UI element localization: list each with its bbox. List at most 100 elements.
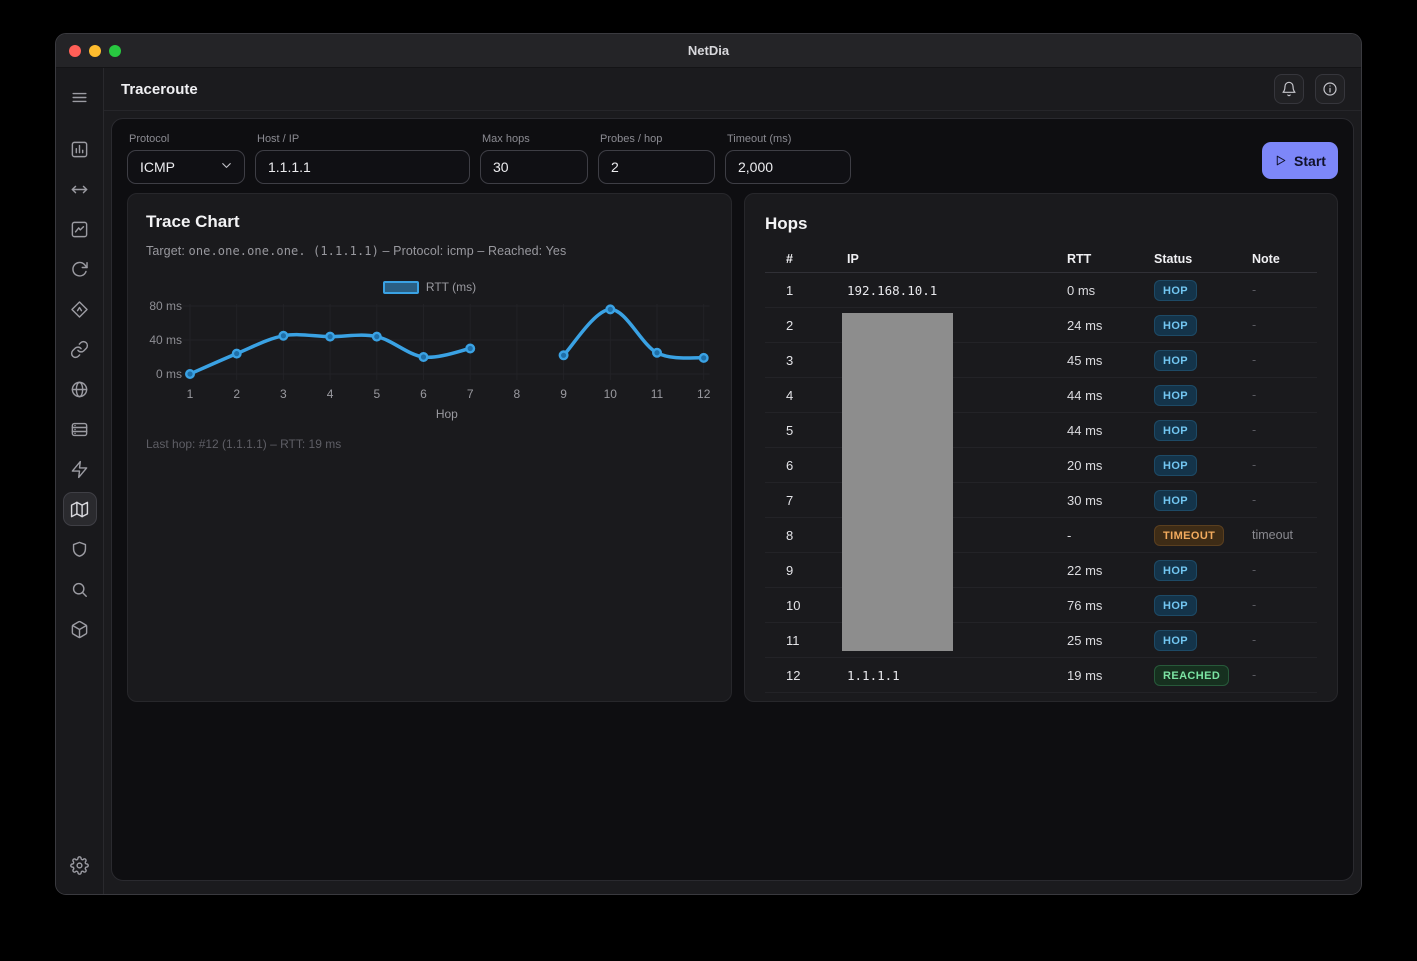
table-row: 8 - TIMEOUT timeout [765,518,1317,553]
app-window: NetDia Traceroute [55,33,1362,895]
hop-rtt: 25 ms [1067,632,1103,648]
svg-text:12: 12 [697,387,711,401]
hop-number: 5 [786,422,794,438]
table-row: 10 76 ms HOP - [765,588,1317,623]
hop-rtt: 24 ms [1067,317,1103,333]
status-badge: HOP [1154,594,1198,616]
status-badge: HOP [1154,629,1198,651]
hop-note: - [1252,283,1257,297]
subtitle-suffix: – Protocol: icmp – Reached: Yes [378,244,567,258]
table-row: 3 45 ms HOP - [765,343,1317,378]
sidebar-item-refresh refresh-icon[interactable] [63,252,97,286]
minimize-window-button[interactable] [89,44,101,57]
subtitle-prefix: Target: [146,244,189,258]
svg-text:1: 1 [187,387,194,401]
hop-note: - [1252,563,1257,577]
col-rtt: RTT [1067,252,1092,266]
traceroute-form: Protocol ICMP Host / IP [112,119,1353,184]
host-input[interactable] [255,150,470,184]
trace-chart-card: Trace Chart Target: one.one.one.one. (1.… [127,193,732,702]
sidebar-item-server server-icon[interactable] [63,412,97,446]
zoom-window-button[interactable] [109,44,121,57]
timeout-label: Timeout (ms) [727,133,792,145]
table-row: 6 20 ms HOP - [765,448,1317,483]
hop-number: 3 [786,352,794,368]
hop-rtt: 22 ms [1067,562,1103,578]
sidebar-item-shield shield-icon[interactable] [63,532,97,566]
status-badge: HOP [1154,279,1198,301]
hop-rtt: 0 ms [1067,282,1096,298]
start-button[interactable]: Start [1262,142,1338,179]
protocol-select[interactable]: ICMP [127,150,245,184]
traffic-lights [69,44,121,57]
sidebar-item-search search-icon[interactable] [63,572,97,606]
notifications-bell-icon[interactable] [1274,74,1304,104]
hop-number: 9 [786,562,794,578]
status-badge: HOP [1154,559,1198,581]
main-area: Traceroute Protocol ICMP [104,68,1361,894]
hop-note: - [1252,388,1257,402]
status-badge: HOP [1154,489,1198,511]
rtt-line-chart: 0 ms 40 ms 80 ms 1 2 3 4 5 6 7 8 9 10 11 12 Hop [146,298,713,429]
hop-note: - [1252,668,1257,682]
trace-chart-title: Trace Chart [146,212,240,231]
timeout-input[interactable] [725,150,851,184]
svg-text:11: 11 [651,387,664,401]
sidebar-item-map map-icon[interactable] [62,492,97,526]
table-row: 7 30 ms HOP - [765,483,1317,518]
subtitle-target: one.one.one.one. (1.1.1.1) [188,244,379,258]
sidebar-item-arrows-horizontal arrows-horizontal-icon[interactable] [63,172,97,206]
hop-number: 7 [786,492,794,508]
protocol-value: ICMP [140,159,175,175]
hop-number: 12 [786,667,801,683]
svg-text:0 ms: 0 ms [156,367,182,381]
hop-number: 4 [786,387,794,403]
hop-rtt: - [1067,527,1072,543]
table-row: 5 44 ms HOP - [765,413,1317,448]
last-hop-note: Last hop: #12 (1.1.1.1) – RTT: 19 ms [146,437,342,451]
close-window-button[interactable] [69,44,81,57]
window-title: NetDia [687,43,730,58]
content: Protocol ICMP Host / IP [104,111,1361,894]
col-status: Status [1154,252,1193,266]
hop-note: - [1252,423,1257,437]
chart-legend: RTT (ms) [146,280,713,294]
menu-icon[interactable] [63,80,97,114]
sidebar-item-line-chart line-chart-icon[interactable] [63,212,97,246]
table-row: 9 22 ms HOP - [765,553,1317,588]
hops-title: Hops [765,214,808,233]
svg-text:Hop: Hop [436,407,458,421]
legend-swatch [382,280,419,294]
col-note: Note [1252,252,1280,266]
hop-rtt: 44 ms [1067,387,1103,403]
hop-rtt: 76 ms [1067,597,1103,613]
probes-per-hop-input[interactable] [598,150,715,184]
sidebar-item-cube cube-icon[interactable] [63,612,97,646]
hop-ip: 192.168.10.1 [847,282,938,298]
hop-rtt: 19 ms [1067,667,1103,683]
host-label: Host / IP [257,133,300,145]
svg-text:6: 6 [420,387,427,401]
hop-note: - [1252,633,1257,647]
hop-number: 6 [786,457,794,473]
sidebar-item-diamond-route diamond-route-icon[interactable] [63,292,97,326]
status-badge: HOP [1154,454,1198,476]
hop-number: 1 [786,282,794,298]
sidebar-item-bar-chart bar-chart-icon[interactable] [63,132,97,166]
page-title: Traceroute [121,80,198,98]
sidebar-item-link link-icon[interactable] [63,332,97,366]
sidebar-nav [62,132,97,646]
sidebar-item-zap zap-icon[interactable] [63,452,97,486]
legend-label: RTT (ms) [425,280,477,294]
hop-note: timeout [1252,528,1293,542]
hop-rtt: 20 ms [1067,457,1103,473]
max-hops-input[interactable] [480,150,588,184]
table-row: 11 25 ms HOP - [765,623,1317,658]
settings-icon[interactable] [63,848,97,882]
hop-number: 11 [786,632,800,648]
hop-rtt: 30 ms [1067,492,1103,508]
svg-text:8: 8 [514,387,521,401]
hop-number: 2 [786,317,794,333]
info-icon[interactable] [1315,74,1345,104]
sidebar-item-globe globe-icon[interactable] [63,372,97,406]
